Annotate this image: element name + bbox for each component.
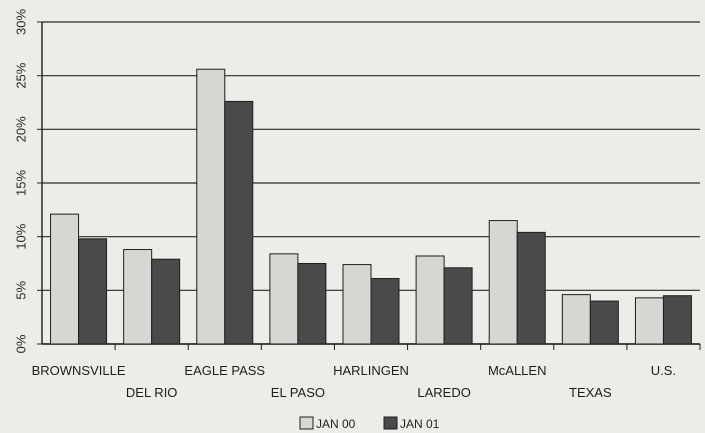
y-tick-label: 30% <box>13 9 28 35</box>
y-tick-label: 5% <box>13 281 28 300</box>
y-tick-label: 25% <box>13 62 28 88</box>
bar-jan-00 <box>269 253 299 345</box>
y-tick-label: 10% <box>13 223 28 249</box>
y-tick-label: 20% <box>13 116 28 142</box>
bar-jan-00 <box>488 220 518 345</box>
bar-jan-01 <box>662 295 692 345</box>
bar-jan-00 <box>415 255 445 345</box>
bar-jan-00 <box>196 68 226 345</box>
bar-jan-00 <box>50 213 80 345</box>
category-label: EAGLE PASS <box>184 363 265 378</box>
y-tick-label: 0% <box>13 334 28 353</box>
category-label: BROWNSVILLE <box>32 363 126 378</box>
legend-label: JAN 01 <box>400 417 440 431</box>
bar-jan-01 <box>589 300 619 345</box>
y-tick-label: 15% <box>13 170 28 196</box>
bar-jan-00 <box>634 297 664 345</box>
bar-jan-00 <box>123 249 153 345</box>
category-label: McALLEN <box>488 363 547 378</box>
bar-jan-01 <box>370 278 400 345</box>
bar-jan-00 <box>342 264 372 345</box>
legend-swatch <box>299 416 314 430</box>
bar-jan-01 <box>443 267 473 345</box>
category-label: EL PASO <box>271 385 325 400</box>
category-label: HARLINGEN <box>333 363 409 378</box>
category-label: TEXAS <box>569 385 612 400</box>
bar-jan-01 <box>224 100 254 345</box>
bar-jan-01 <box>516 231 546 345</box>
bar-jan-01 <box>78 238 108 345</box>
category-label: DEL RIO <box>126 385 178 400</box>
bar-jan-00 <box>561 294 591 345</box>
category-label: U.S. <box>651 363 676 378</box>
legend-label: JAN 00 <box>316 417 356 431</box>
legend-swatch <box>383 416 398 430</box>
category-label: LAREDO <box>417 385 470 400</box>
bar-jan-01 <box>297 263 327 345</box>
bar-jan-01 <box>151 258 181 345</box>
